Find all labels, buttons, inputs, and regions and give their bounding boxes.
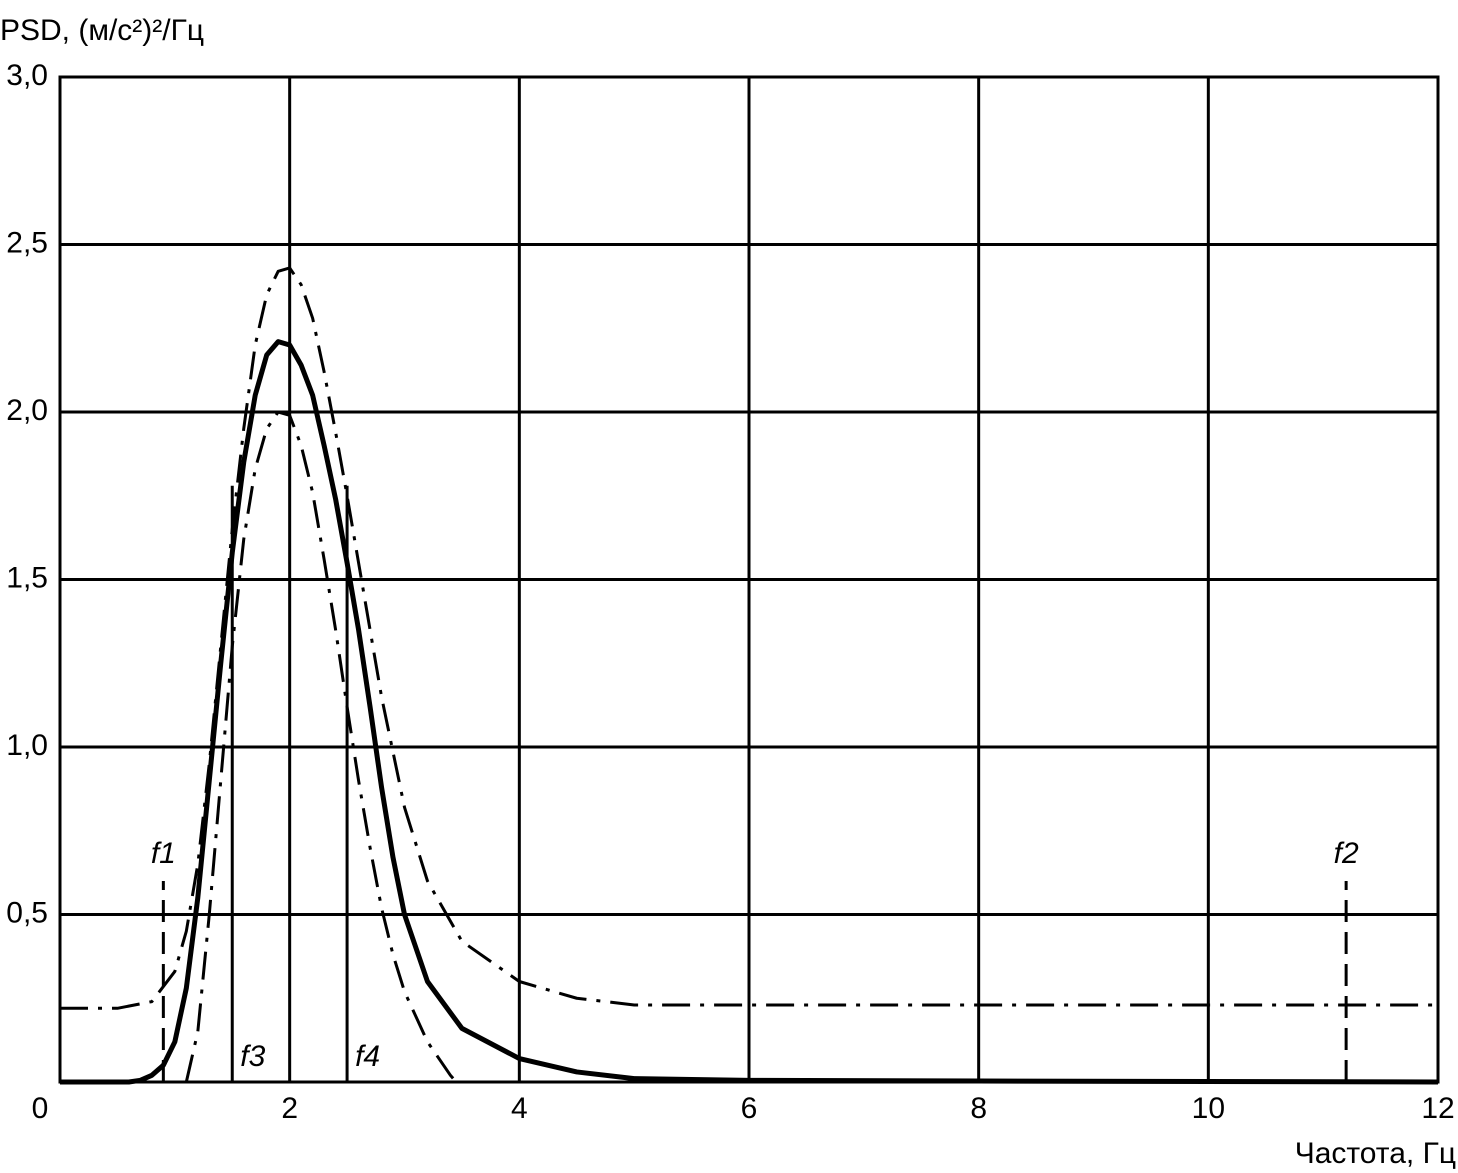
marker-label: f1 [151,837,176,870]
x-tick-label: 0 [32,1092,49,1125]
data-line [184,410,458,1083]
y-tick-label: 2,5 [6,226,48,259]
y-tick-label: 3,0 [6,59,48,92]
y-tick-label: 1,5 [6,561,48,594]
marker-label: f4 [355,1040,380,1073]
x-axis-label: Частота, Гц [1295,1137,1456,1170]
x-tick-label: 10 [1192,1092,1225,1125]
data-line [60,339,1439,1085]
marker-label: f2 [1334,837,1359,870]
data-line [60,266,1438,1010]
y-axis-label: PSD, (м/с²)²/Гц [0,14,204,47]
y-tick-label: 0,5 [6,896,48,929]
x-tick-label: 8 [970,1092,987,1125]
x-tick-label: 12 [1421,1092,1454,1125]
x-tick-label: 6 [741,1092,758,1125]
x-tick-label: 4 [511,1092,528,1125]
marker-label: f3 [240,1040,265,1073]
y-tick-label: 2,0 [6,394,48,427]
y-tick-label: 1,0 [6,729,48,762]
x-tick-label: 2 [281,1092,298,1125]
